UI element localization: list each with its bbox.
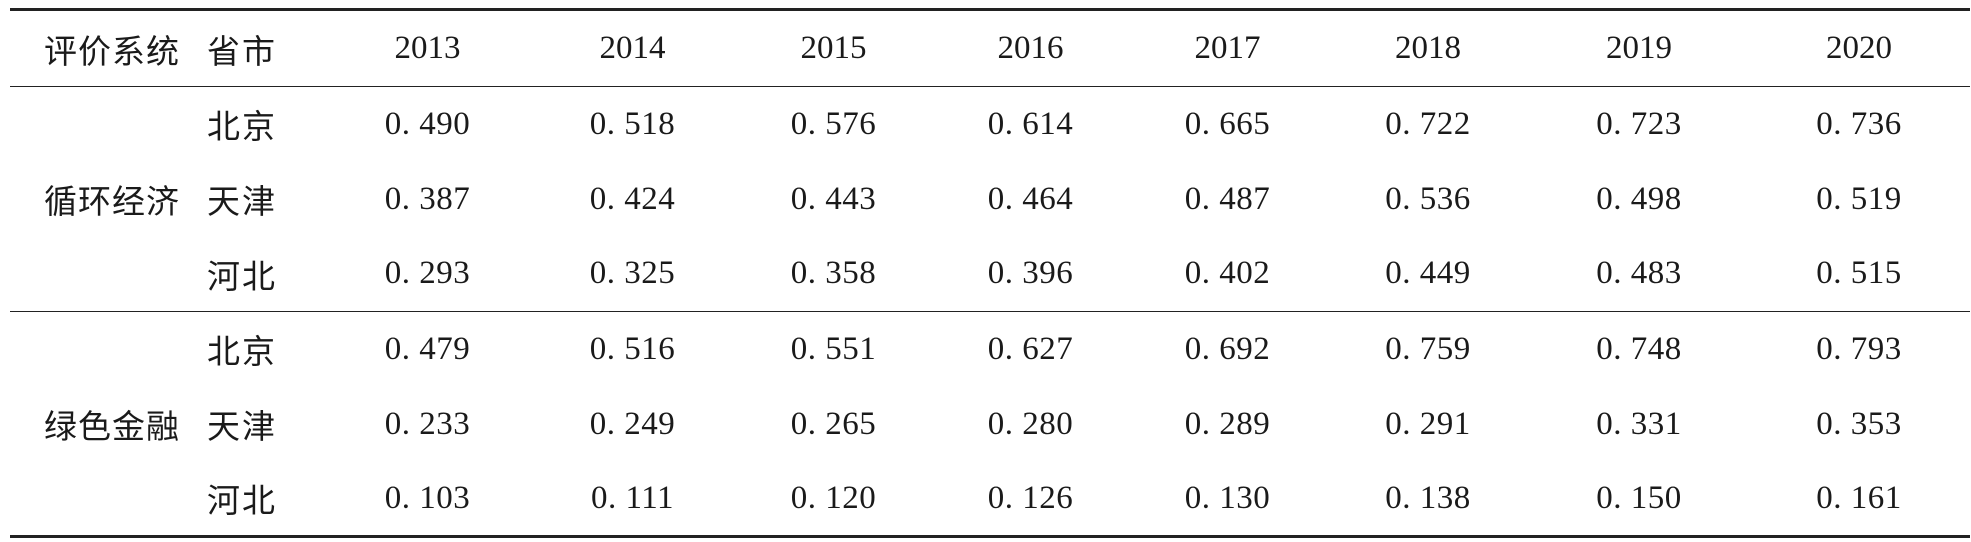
group-label-circular-economy: 循环经济 (10, 86, 207, 312)
header-row: 评价系统 省市 2013 2014 2015 2016 2017 2018 20… (10, 8, 1970, 87)
value-cell: 0. 161 (1748, 461, 1970, 538)
value-cell: 0. 627 (987, 330, 1074, 367)
header-year: 2020 (1748, 8, 1970, 87)
value-cell: 0. 748 (1596, 330, 1682, 367)
value-cell: 0. 331 (1596, 405, 1682, 442)
value-cell: 0. 518 (589, 105, 676, 142)
value-cell: 0. 424 (589, 180, 676, 217)
header-year: 2014 (530, 8, 735, 87)
value-cell: 0. 325 (530, 236, 735, 312)
province-cell: 河北 (207, 461, 325, 538)
value-cell: 0. 233 (384, 405, 471, 442)
value-cell: 0. 265 (790, 405, 877, 442)
value-cell: 0. 490 (384, 105, 471, 142)
value-cell: 0. 249 (589, 405, 676, 442)
header-year: 2016 (932, 8, 1129, 87)
value-cell: 0. 396 (932, 236, 1129, 312)
province-cell: 北京 (207, 335, 277, 372)
value-cell: 0. 498 (1596, 180, 1682, 217)
group-label-green-finance: 绿色金融 (10, 311, 207, 538)
value-cell: 0. 289 (1184, 405, 1271, 442)
value-cell: 0. 516 (589, 330, 676, 367)
value-cell: 0. 614 (987, 105, 1074, 142)
table-row: 绿色金融 北京 0. 479 0. 516 0. 551 0. 627 0. 6… (10, 311, 1970, 538)
value-cell: 0. 111 (530, 461, 735, 538)
table-row: 河北 0. 293 0. 325 0. 358 0. 396 0. 402 0.… (10, 236, 1970, 312)
value-cell: 0. 120 (735, 461, 932, 538)
header-year: 2018 (1326, 8, 1530, 87)
value-cell: 0. 536 (1385, 180, 1471, 217)
header-year: 2013 (325, 8, 530, 87)
value-cell: 0. 387 (384, 180, 471, 217)
value-cell: 0. 130 (1129, 461, 1326, 538)
value-cell: 0. 723 (1596, 105, 1682, 142)
value-cell: 0. 358 (735, 236, 932, 312)
value-cell: 0. 464 (987, 180, 1074, 217)
evaluation-table-container: 评价系统 省市 2013 2014 2015 2016 2017 2018 20… (10, 8, 1970, 538)
header-year: 2017 (1129, 8, 1326, 87)
value-cell: 0. 692 (1184, 330, 1271, 367)
header-year: 2019 (1530, 8, 1748, 87)
value-cell: 0. 576 (790, 105, 877, 142)
header-year: 2015 (735, 8, 932, 87)
table-row: 天津 0. 233 0. 249 0. 265 0. 280 0. 289 0.… (10, 387, 1970, 462)
value-cell: 0. 665 (1184, 105, 1271, 142)
value-cell: 0. 551 (790, 330, 877, 367)
value-cell: 0. 291 (1385, 405, 1471, 442)
table-row: 河北 0. 103 0. 111 0. 120 0. 126 0. 130 0.… (10, 461, 1970, 538)
table-header: 评价系统 省市 2013 2014 2015 2016 2017 2018 20… (10, 8, 1970, 87)
value-cell: 0. 353 (1816, 405, 1902, 442)
value-cell: 0. 759 (1385, 330, 1471, 367)
value-cell: 0. 519 (1816, 180, 1902, 217)
table-row: 循环经济 北京 0. 490 0. 518 0. 576 0. 614 0. 6… (10, 86, 1970, 312)
value-cell: 0. 515 (1748, 236, 1970, 312)
header-province: 省市 (207, 8, 325, 87)
province-cell: 北京 (207, 110, 277, 147)
value-cell: 0. 103 (325, 461, 530, 538)
value-cell: 0. 402 (1129, 236, 1326, 312)
value-cell: 0. 138 (1326, 461, 1530, 538)
value-cell: 0. 293 (325, 236, 530, 312)
province-cell: 天津 (207, 410, 277, 446)
value-cell: 0. 449 (1326, 236, 1530, 312)
value-cell: 0. 443 (790, 180, 877, 217)
province-cell: 天津 (207, 185, 277, 221)
value-cell: 0. 722 (1385, 105, 1471, 142)
table-row: 天津 0. 387 0. 424 0. 443 0. 464 0. 487 0.… (10, 162, 1970, 237)
table-body: 循环经济 北京 0. 490 0. 518 0. 576 0. 614 0. 6… (10, 86, 1970, 538)
value-cell: 0. 126 (932, 461, 1129, 538)
value-cell: 0. 793 (1816, 330, 1902, 367)
province-cell: 河北 (207, 236, 325, 312)
evaluation-index-table: 评价系统 省市 2013 2014 2015 2016 2017 2018 20… (10, 8, 1970, 538)
value-cell: 0. 487 (1184, 180, 1271, 217)
value-cell: 0. 150 (1530, 461, 1748, 538)
value-cell: 0. 736 (1816, 105, 1902, 142)
value-cell: 0. 479 (384, 330, 471, 367)
value-cell: 0. 483 (1530, 236, 1748, 312)
header-system: 评价系统 (10, 8, 207, 87)
value-cell: 0. 280 (987, 405, 1074, 442)
